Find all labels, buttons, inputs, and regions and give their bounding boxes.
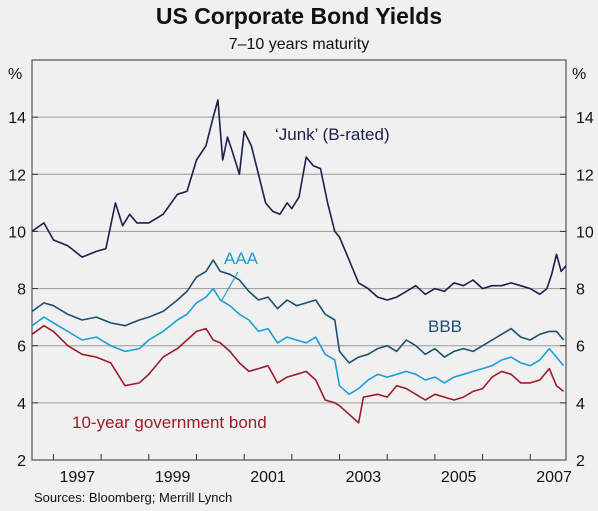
y-tick-label-right: 10 xyxy=(576,224,594,241)
chart-title: US Corporate Bond Yields xyxy=(155,3,443,29)
sources-note: Sources: Bloomberg; Merrill Lynch xyxy=(34,490,233,505)
y-tick-label-right: 14 xyxy=(576,110,594,127)
y-tick-label-left: 6 xyxy=(17,339,26,356)
x-tick-label: 1999 xyxy=(155,469,191,486)
x-tick-label: 2007 xyxy=(536,469,572,486)
x-tick-label: 2003 xyxy=(346,469,382,486)
plot-area xyxy=(31,59,567,461)
series-line-0 xyxy=(31,99,567,301)
annotation-aaa: AAA xyxy=(224,249,259,268)
y-tick-label-right: 6 xyxy=(576,339,585,356)
series-line-1 xyxy=(31,259,565,364)
y-tick-label-right: 2 xyxy=(576,453,585,470)
y-tick-label-right: 12 xyxy=(576,167,594,184)
y-tick-label-right: 4 xyxy=(576,396,585,413)
left-unit-label: % xyxy=(8,66,22,83)
series-lines xyxy=(31,99,567,424)
gridlines xyxy=(32,116,566,404)
annotation-bbb: BBB xyxy=(428,317,462,336)
series-line-3 xyxy=(31,324,565,424)
y-tick-label-right: 8 xyxy=(576,282,585,299)
y-tick-label-left: 12 xyxy=(8,167,26,184)
x-tick-label: 2001 xyxy=(250,469,286,486)
annotation-junk: ‘Junk’ (B-rated) xyxy=(275,125,390,144)
x-axis: 1997 1999 2001 2003 2005 2007 xyxy=(52,454,572,486)
aaa-pointer-line xyxy=(221,271,239,301)
y-tick-label-left: 8 xyxy=(17,282,26,299)
chart-subtitle: 7–10 years maturity xyxy=(228,36,370,53)
annotations: ‘Junk’ (B-rated) AAA BBB 10-year government… xyxy=(72,125,462,432)
annotation-gov: 10-year government bond xyxy=(72,413,267,432)
x-tick-label: 2005 xyxy=(441,469,477,486)
series-line-2 xyxy=(31,287,565,396)
y-tick-label-left: 14 xyxy=(8,110,26,127)
right-unit-label: % xyxy=(572,66,586,83)
x-tick-label: 1997 xyxy=(59,469,95,486)
y-tick-label-left: 2 xyxy=(17,453,26,470)
y-tick-label-left: 10 xyxy=(8,224,26,241)
y-tick-label-left: 4 xyxy=(17,396,26,413)
y-axis: 2 2 4 4 6 6 8 8 10 10 12 12 14 14 xyxy=(8,110,594,470)
